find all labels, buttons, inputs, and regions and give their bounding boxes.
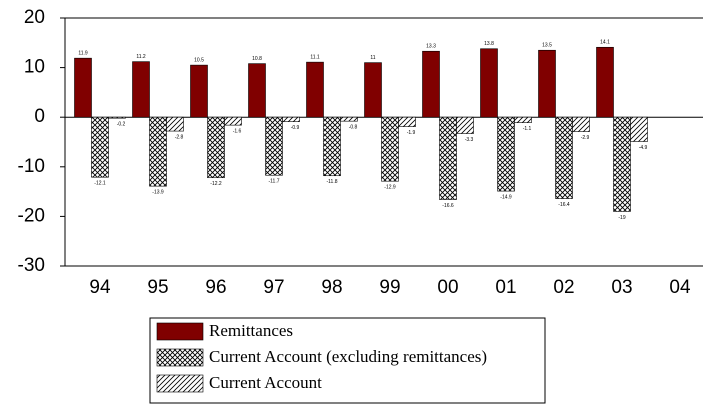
bar xyxy=(323,116,341,177)
bar xyxy=(497,116,515,192)
bar xyxy=(572,116,590,132)
legend-label: Remittances xyxy=(209,321,293,340)
value-label: -0.9 xyxy=(291,125,300,131)
bar xyxy=(456,116,474,134)
bar xyxy=(306,61,324,118)
value-label: 10.8 xyxy=(252,56,262,62)
x-tick-label: 03 xyxy=(611,277,632,298)
legend-swatch xyxy=(156,322,204,341)
value-label: 14.1 xyxy=(600,40,610,46)
bar xyxy=(265,116,283,176)
legend-swatch xyxy=(156,374,204,393)
bar xyxy=(190,64,208,118)
value-label: 13.3 xyxy=(426,44,436,50)
value-label: -1.1 xyxy=(523,126,532,132)
value-label: -2.9 xyxy=(581,135,590,141)
bar xyxy=(282,116,300,122)
value-label: -16.4 xyxy=(558,202,570,208)
value-label: -16.6 xyxy=(442,203,454,209)
bar xyxy=(340,116,358,122)
value-label: -12.1 xyxy=(94,181,106,187)
value-label: 11 xyxy=(370,55,375,61)
x-tick-label: 98 xyxy=(321,277,342,298)
x-tick-label: 94 xyxy=(89,277,111,298)
y-tick-label: -10 xyxy=(18,156,45,177)
value-label: -3.3 xyxy=(465,137,474,143)
value-label: 11.1 xyxy=(310,54,320,60)
legend-label: Current Account xyxy=(209,373,322,392)
y-tick-label: 0 xyxy=(34,106,45,127)
legend-label: Current Account (excluding remittances) xyxy=(209,347,487,366)
y-tick-label: -30 xyxy=(18,255,45,276)
bar xyxy=(613,116,631,212)
bar xyxy=(91,116,109,178)
bar xyxy=(132,61,150,118)
x-tick-label: 99 xyxy=(379,277,400,298)
value-label: 13.5 xyxy=(542,43,552,49)
x-tick-label: 97 xyxy=(263,277,284,298)
value-label: -19 xyxy=(618,215,625,221)
y-tick-label: -20 xyxy=(18,205,45,226)
x-tick-label: 04 xyxy=(669,277,691,298)
bar xyxy=(108,116,126,119)
bar xyxy=(439,116,457,200)
bar xyxy=(74,57,92,118)
x-tick-label: 96 xyxy=(205,277,226,298)
value-label: -1.6 xyxy=(233,128,242,134)
bar xyxy=(398,116,416,127)
x-tick-label: 01 xyxy=(495,277,516,298)
bar xyxy=(149,116,167,187)
value-label: -0.8 xyxy=(349,124,358,130)
value-label: -14.9 xyxy=(500,194,512,200)
legend-swatch xyxy=(156,348,204,367)
bar xyxy=(364,62,382,118)
value-label: -4.9 xyxy=(639,145,648,151)
value-label: -13.9 xyxy=(152,189,164,195)
bar xyxy=(555,116,573,199)
y-tick-label: 10 xyxy=(24,57,45,78)
value-label: 13.8 xyxy=(484,41,494,47)
value-label: -1.9 xyxy=(407,130,416,136)
value-label: 11.2 xyxy=(136,54,146,60)
bar xyxy=(514,116,532,123)
bar xyxy=(422,50,440,118)
bar xyxy=(630,116,648,142)
x-tick-label: 00 xyxy=(437,277,458,298)
bar xyxy=(166,116,184,132)
x-tick-label: 95 xyxy=(147,277,168,298)
bar xyxy=(596,46,614,118)
bar xyxy=(538,49,556,118)
bar xyxy=(480,48,498,118)
legend-box xyxy=(149,317,546,404)
value-label: -12.2 xyxy=(210,181,222,187)
bar xyxy=(224,116,242,126)
value-label: -11.8 xyxy=(326,179,337,185)
value-label: 11.9 xyxy=(78,51,88,57)
x-tick-label: 02 xyxy=(553,277,574,298)
value-label: -2.8 xyxy=(175,134,184,140)
bar xyxy=(381,116,399,182)
y-tick-label: 20 xyxy=(24,7,45,28)
value-label: -12.9 xyxy=(384,185,396,191)
bar xyxy=(248,63,266,118)
value-label: 10.5 xyxy=(194,57,204,63)
bar xyxy=(207,116,225,179)
value-label: -11.7 xyxy=(268,179,279,185)
value-label: -0.2 xyxy=(117,122,126,128)
